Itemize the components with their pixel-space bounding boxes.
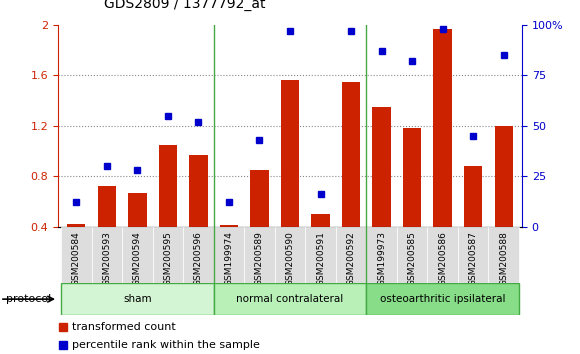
Bar	[336, 227, 367, 283]
Bar	[213, 283, 367, 315]
Bar	[427, 227, 458, 283]
Bar	[458, 227, 488, 283]
Bar	[213, 227, 244, 283]
Text: GSM200588: GSM200588	[499, 231, 508, 286]
Bar	[372, 107, 391, 227]
Bar	[159, 144, 177, 227]
Bar	[464, 166, 483, 227]
Text: GSM199974: GSM199974	[224, 231, 233, 286]
Bar	[251, 170, 269, 227]
Text: GSM200589: GSM200589	[255, 231, 264, 286]
Bar	[122, 227, 153, 283]
Text: GSM200591: GSM200591	[316, 231, 325, 286]
Text: GSM200595: GSM200595	[164, 231, 172, 286]
Bar	[61, 227, 92, 283]
Bar	[495, 126, 513, 227]
Bar	[128, 193, 147, 227]
Text: GSM200592: GSM200592	[347, 231, 356, 286]
Text: normal contralateral: normal contralateral	[237, 294, 343, 304]
Text: GSM200587: GSM200587	[469, 231, 478, 286]
Bar	[67, 224, 85, 227]
Bar	[153, 227, 183, 283]
Text: protocol: protocol	[6, 294, 51, 304]
Bar	[97, 186, 116, 227]
Text: GDS2809 / 1377792_at: GDS2809 / 1377792_at	[104, 0, 266, 11]
Text: GSM199973: GSM199973	[377, 231, 386, 286]
Bar	[342, 81, 360, 227]
Bar	[183, 227, 213, 283]
Bar	[61, 283, 213, 315]
Bar	[433, 29, 452, 227]
Text: sham: sham	[123, 294, 152, 304]
Bar	[367, 283, 519, 315]
Text: GSM200593: GSM200593	[102, 231, 111, 286]
Bar	[189, 155, 208, 227]
Bar	[488, 227, 519, 283]
Text: GSM200596: GSM200596	[194, 231, 203, 286]
Bar	[367, 227, 397, 283]
Text: GSM200590: GSM200590	[285, 231, 295, 286]
Text: GSM200584: GSM200584	[72, 231, 81, 286]
Bar	[311, 214, 329, 227]
Bar	[281, 80, 299, 227]
Bar	[397, 227, 427, 283]
Text: GSM200585: GSM200585	[408, 231, 416, 286]
Bar	[403, 128, 421, 227]
Bar	[92, 227, 122, 283]
Text: GSM200586: GSM200586	[438, 231, 447, 286]
Bar	[244, 227, 275, 283]
Text: GSM200594: GSM200594	[133, 231, 142, 286]
Text: percentile rank within the sample: percentile rank within the sample	[72, 340, 260, 350]
Bar	[305, 227, 336, 283]
Bar	[275, 227, 305, 283]
Bar	[220, 225, 238, 227]
Text: osteoarthritic ipsilateral: osteoarthritic ipsilateral	[380, 294, 505, 304]
Text: transformed count: transformed count	[72, 322, 176, 332]
